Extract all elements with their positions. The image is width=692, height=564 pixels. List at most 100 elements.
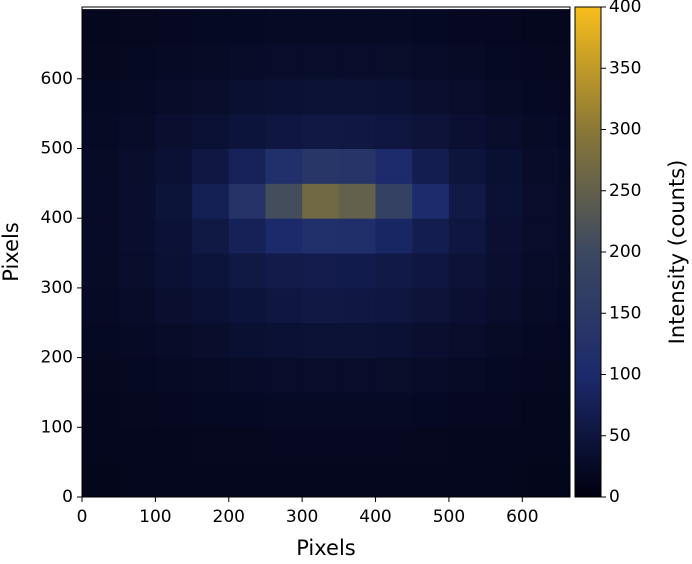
heat-cell [265, 253, 303, 289]
heat-cell [228, 462, 266, 497]
heat-cell [412, 392, 450, 428]
heat-cell [192, 78, 230, 115]
heat-cell [228, 43, 266, 80]
heat-cell [338, 78, 377, 115]
heat-cell [375, 148, 413, 184]
heat-cell [485, 427, 523, 463]
heat-cell [228, 253, 266, 289]
heat-cell [228, 357, 266, 393]
heat-cell [522, 148, 560, 184]
heat-cell [192, 427, 230, 463]
heat-cell [82, 113, 120, 149]
heat-cell [155, 427, 193, 463]
heat-cell [82, 322, 120, 359]
heat-cell [558, 78, 570, 115]
heat-cell [338, 9, 377, 45]
heat-cell [522, 78, 560, 115]
colorbar-tick-label: 350 [609, 58, 641, 78]
y-axis-label: Pixels [0, 222, 23, 282]
heat-cell [192, 218, 230, 254]
x-tick-label: 600 [506, 507, 538, 527]
heat-cell [375, 43, 413, 80]
heat-cell [448, 253, 487, 289]
heat-cell [522, 113, 560, 149]
x-tick-label: 100 [139, 507, 171, 527]
heat-cell [448, 392, 487, 428]
heat-cell [338, 148, 377, 184]
heat-cell [302, 322, 340, 359]
y-tick-label: 400 [41, 208, 73, 228]
heat-cell [82, 218, 120, 254]
heat-cell [375, 392, 413, 428]
heat-cell [265, 43, 303, 80]
heat-cell [82, 462, 120, 497]
heat-cell [82, 148, 120, 184]
heat-cell [228, 9, 266, 45]
heat-cell [302, 253, 340, 289]
heat-cell [485, 148, 523, 184]
heat-cell [485, 253, 523, 289]
heat-cell [375, 9, 413, 45]
heat-cell [155, 78, 193, 115]
heat-cell [485, 287, 523, 324]
heat-cell [118, 78, 156, 115]
heat-cell [265, 78, 303, 115]
heat-cell [265, 218, 303, 254]
heat-cell [302, 357, 340, 393]
y-tick-label: 0 [62, 487, 73, 507]
heat-cell [338, 253, 377, 289]
heat-cell [522, 392, 560, 428]
colorbar-tick-label: 100 [609, 365, 641, 385]
heat-cell [412, 462, 450, 497]
heat-cell [265, 183, 303, 219]
heat-cell [448, 462, 487, 497]
heat-cell [302, 427, 340, 463]
heat-cell [82, 357, 120, 393]
heat-cell [375, 287, 413, 324]
heat-cell [118, 183, 156, 219]
heat-cell [485, 322, 523, 359]
heat-cell [228, 113, 266, 149]
heat-cell [412, 253, 450, 289]
colorbar-tick-label: 250 [609, 181, 641, 201]
heat-cell [302, 9, 340, 45]
heat-cell [302, 218, 340, 254]
heat-cell [192, 253, 230, 289]
heat-cell [118, 462, 156, 497]
x-tick-label: 200 [213, 507, 245, 527]
colorbar-tick-label: 400 [609, 0, 641, 17]
heat-cell [302, 148, 340, 184]
heat-cell [118, 427, 156, 463]
heat-cell [375, 183, 413, 219]
heat-cell [448, 357, 487, 393]
heat-cell [412, 287, 450, 324]
heat-cell [118, 113, 156, 149]
heat-cell [522, 9, 560, 45]
heat-cell [155, 9, 193, 45]
heat-cell [338, 218, 377, 254]
colorbar-tick-label: 50 [609, 426, 631, 446]
heat-cell [412, 183, 450, 219]
heat-cell [338, 43, 377, 80]
heat-cell [228, 392, 266, 428]
heat-cell [192, 43, 230, 80]
heat-cell [412, 322, 450, 359]
heat-cell [265, 427, 303, 463]
heat-cell [302, 43, 340, 80]
heat-cell [118, 253, 156, 289]
heat-cell [375, 322, 413, 359]
heat-cell [485, 357, 523, 393]
heat-cell [485, 218, 523, 254]
heat-cell [82, 78, 120, 115]
heat-cell [192, 322, 230, 359]
heat-cell [522, 427, 560, 463]
heat-cell [558, 183, 570, 219]
heat-cell [155, 113, 193, 149]
heat-cell [485, 392, 523, 428]
heat-cell [522, 287, 560, 324]
colorbar [574, 6, 602, 498]
heat-cell [558, 357, 570, 393]
heat-cell [558, 9, 570, 45]
heat-cell [485, 9, 523, 45]
heat-cell [118, 148, 156, 184]
